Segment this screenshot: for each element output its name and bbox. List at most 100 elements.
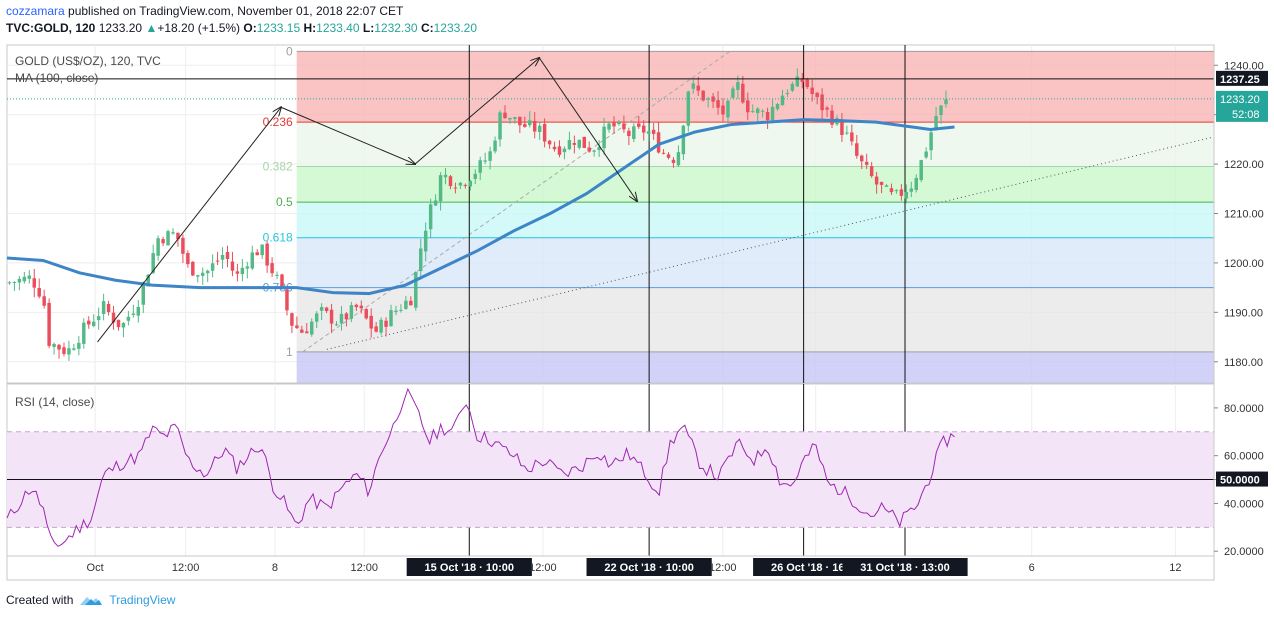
candle[interactable]: [210, 263, 215, 271]
trend-line[interactable]: [326, 136, 1215, 350]
candle[interactable]: [186, 253, 190, 265]
rsi-pane[interactable]: [6, 383, 1215, 557]
candle[interactable]: [17, 278, 22, 283]
candle[interactable]: [924, 151, 928, 158]
author-link[interactable]: cozzamara: [6, 4, 65, 18]
candle[interactable]: [899, 189, 904, 196]
candle[interactable]: [389, 310, 393, 327]
candle[interactable]: [72, 348, 76, 350]
candle[interactable]: [884, 185, 889, 187]
candle[interactable]: [443, 174, 448, 178]
candle[interactable]: [775, 103, 780, 110]
candle[interactable]: [622, 123, 626, 130]
candle[interactable]: [795, 76, 800, 87]
candle[interactable]: [889, 188, 894, 193]
candle[interactable]: [250, 252, 255, 269]
candle[interactable]: [627, 130, 631, 137]
candle[interactable]: [96, 316, 101, 321]
candle[interactable]: [656, 132, 661, 153]
candle[interactable]: [275, 274, 279, 276]
candle[interactable]: [567, 140, 572, 150]
candle[interactable]: [166, 231, 170, 246]
candle[interactable]: [77, 342, 81, 349]
candle[interactable]: [349, 305, 354, 319]
candle[interactable]: [280, 274, 284, 289]
candle[interactable]: [131, 313, 136, 316]
candle[interactable]: [557, 146, 562, 155]
candle[interactable]: [855, 143, 859, 156]
candle[interactable]: [329, 309, 334, 324]
candle[interactable]: [369, 315, 373, 329]
candle[interactable]: [528, 120, 532, 126]
candle[interactable]: [493, 140, 497, 152]
candle[interactable]: [508, 117, 512, 120]
candle[interactable]: [592, 150, 596, 152]
candle[interactable]: [706, 98, 710, 100]
candle[interactable]: [770, 106, 775, 120]
candle[interactable]: [91, 321, 96, 327]
tradingview-link[interactable]: TradingView: [109, 593, 176, 607]
candle[interactable]: [414, 272, 418, 308]
candle[interactable]: [379, 319, 383, 333]
candle[interactable]: [617, 122, 621, 125]
candle[interactable]: [156, 238, 160, 256]
candle[interactable]: [468, 180, 473, 187]
candle[interactable]: [270, 263, 274, 274]
candle[interactable]: [711, 96, 715, 102]
candle[interactable]: [800, 78, 805, 83]
candle[interactable]: [632, 126, 636, 139]
candle[interactable]: [151, 253, 155, 273]
candle[interactable]: [205, 270, 210, 274]
candle[interactable]: [874, 176, 879, 185]
candle[interactable]: [691, 83, 696, 89]
candle[interactable]: [686, 91, 691, 126]
candle[interactable]: [265, 243, 269, 266]
candle[interactable]: [314, 313, 319, 322]
candle[interactable]: [904, 191, 909, 199]
candle[interactable]: [404, 300, 408, 309]
candle[interactable]: [651, 129, 656, 134]
candle[interactable]: [52, 343, 56, 347]
candle[interactable]: [825, 107, 829, 110]
candle[interactable]: [815, 92, 819, 98]
candle[interactable]: [676, 152, 681, 166]
candle[interactable]: [176, 232, 180, 240]
candle[interactable]: [755, 108, 760, 114]
candle[interactable]: [146, 274, 150, 287]
candle[interactable]: [646, 131, 651, 134]
candle[interactable]: [141, 283, 145, 305]
candle[interactable]: [919, 160, 923, 181]
candle[interactable]: [111, 312, 116, 323]
candle[interactable]: [612, 121, 616, 127]
candle[interactable]: [359, 305, 364, 309]
candle[interactable]: [220, 254, 225, 260]
candle[interactable]: [602, 126, 606, 149]
candle[interactable]: [840, 119, 844, 135]
candle[interactable]: [290, 313, 294, 326]
candle[interactable]: [285, 289, 289, 311]
candle[interactable]: [423, 230, 428, 252]
candle[interactable]: [741, 83, 745, 103]
candle[interactable]: [810, 87, 814, 94]
candle[interactable]: [696, 85, 700, 91]
candle[interactable]: [463, 184, 468, 186]
candle[interactable]: [235, 271, 240, 274]
candle[interactable]: [260, 244, 264, 256]
candle[interactable]: [944, 99, 948, 105]
candle[interactable]: [319, 307, 324, 311]
candle[interactable]: [161, 239, 165, 244]
candle[interactable]: [344, 313, 349, 320]
candle[interactable]: [255, 252, 259, 256]
candle[interactable]: [191, 261, 195, 276]
candle[interactable]: [181, 237, 185, 254]
candle[interactable]: [820, 94, 824, 111]
candle[interactable]: [607, 123, 611, 130]
candle[interactable]: [547, 140, 552, 145]
candle[interactable]: [215, 260, 220, 262]
candle[interactable]: [57, 344, 61, 350]
candle[interactable]: [438, 175, 443, 202]
rsi-legend[interactable]: RSI (14, close): [15, 395, 94, 409]
candle[interactable]: [587, 147, 591, 152]
candle[interactable]: [488, 151, 492, 161]
